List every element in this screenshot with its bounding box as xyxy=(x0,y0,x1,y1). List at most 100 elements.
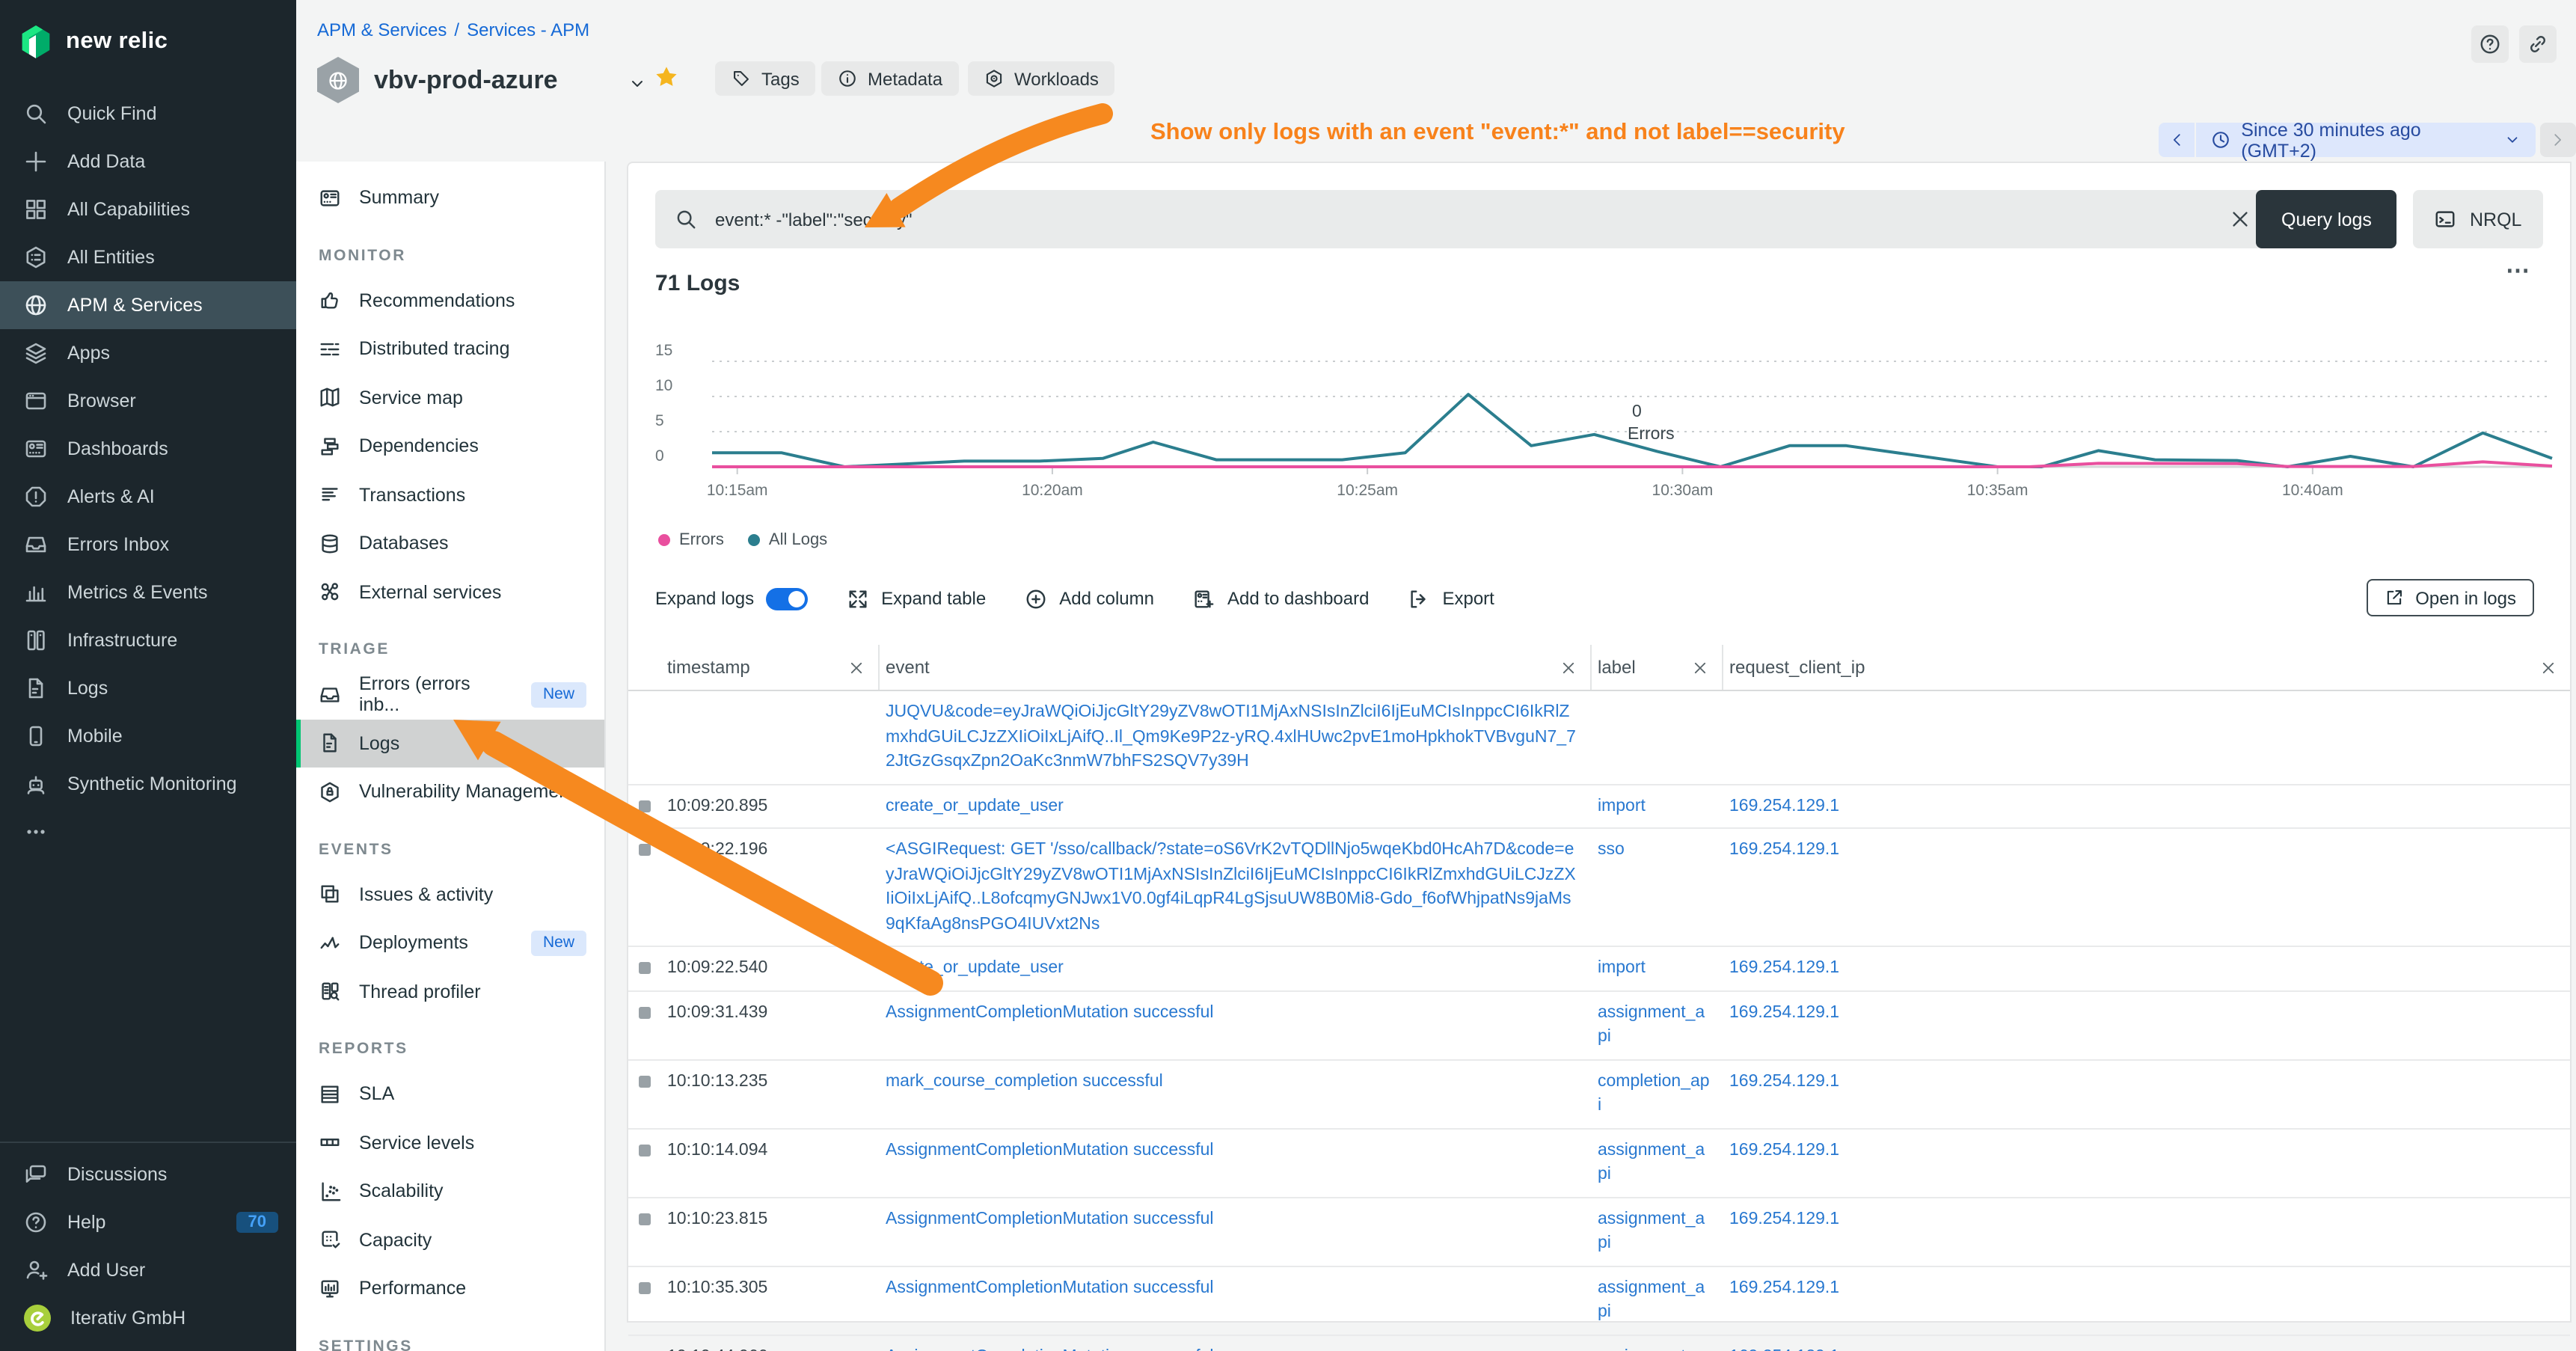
column-header-label[interactable]: label xyxy=(1592,645,1723,690)
panel-menu-button[interactable]: ⋯ xyxy=(2506,259,2531,284)
cell-label-link[interactable]: assignment_api xyxy=(1598,1278,1705,1321)
entity-chevron-down-icon[interactable] xyxy=(628,75,646,93)
table-row[interactable]: 10:09:22.540 create_or_update_user import 1… xyxy=(628,947,2570,991)
sidebar-footer-item-iterativ-gmbh[interactable]: Iterativ GmbH xyxy=(0,1294,296,1342)
breadcrumb-services-apm[interactable]: Services - APM xyxy=(467,19,590,40)
subnav-item-recommendations[interactable]: Recommendations xyxy=(296,276,604,325)
table-row[interactable]: 10:10:35.305 AssignmentCompletionMutation… xyxy=(628,1266,2570,1335)
cell-label-link[interactable]: import xyxy=(1598,959,1646,977)
subnav-item-external-services[interactable]: External services xyxy=(296,568,604,616)
cell-event-link[interactable]: AssignmentCompletionMutation successful xyxy=(886,1210,1214,1228)
sidebar-item-apps[interactable]: Apps xyxy=(0,329,296,377)
sidebar-footer-item-discussions[interactable]: Discussions xyxy=(0,1151,296,1198)
cell-label-link[interactable]: assignment_api xyxy=(1598,1141,1705,1183)
sidebar-item-logs[interactable]: Logs xyxy=(0,664,296,712)
cell-request-client-ip-link[interactable]: 169.254.129.1 xyxy=(1729,1210,1840,1228)
table-row[interactable]: 10:10:44.066AssignmentCompletionMutation… xyxy=(628,1335,2570,1351)
cell-request-client-ip-link[interactable]: 169.254.129.1 xyxy=(1729,841,1840,859)
cell-label-link[interactable]: assignment_api xyxy=(1592,1335,1723,1351)
cell-label-link[interactable]: assignment_api xyxy=(1598,1210,1705,1252)
cell-event-link[interactable]: mark_course_completion successful xyxy=(886,1072,1163,1090)
subnav-item-sla[interactable]: SLA xyxy=(296,1070,604,1118)
cell-request-client-ip-link[interactable]: 169.254.129.1 xyxy=(1729,1141,1840,1159)
time-prev-button[interactable] xyxy=(2159,123,2195,157)
legend-item-errors[interactable]: Errors xyxy=(658,531,724,549)
subnav-item-service-map[interactable]: Service map xyxy=(296,373,604,422)
breadcrumb-apm-services[interactable]: APM & Services xyxy=(317,19,447,40)
cell-event-link[interactable]: JUQVU&code=eyJraWQiOiJjcGltY29yZV8wOTI1M… xyxy=(886,703,1576,771)
nrql-button[interactable]: NRQL xyxy=(2413,190,2543,248)
cell-event-link[interactable]: <ASGIRequest: GET '/sso/callback/?state=… xyxy=(886,841,1576,933)
cell-request-client-ip-link[interactable]: 169.254.129.1 xyxy=(1729,1003,1840,1021)
subnav-item-deployments[interactable]: Deployments New xyxy=(296,919,604,967)
cell-request-client-ip-link[interactable]: 169.254.129.1 xyxy=(1729,1072,1840,1090)
cell-label-link[interactable]: import xyxy=(1598,797,1646,815)
sidebar-footer-item-add-user[interactable]: Add User xyxy=(0,1246,296,1294)
table-row[interactable]: 10:10:23.815 AssignmentCompletionMutation… xyxy=(628,1198,2570,1266)
copy-link-button[interactable] xyxy=(2519,25,2557,63)
table-row[interactable]: 10:09:20.895 create_or_update_user import 1… xyxy=(628,785,2570,829)
sidebar-item-errors-inbox[interactable]: Errors Inbox xyxy=(0,521,296,569)
cell-label-link[interactable]: sso xyxy=(1598,841,1625,859)
cell-event-link[interactable]: create_or_update_user xyxy=(886,797,1064,815)
cell-event-link[interactable]: AssignmentCompletionMutation successful xyxy=(886,1141,1214,1159)
subnav-item-scalability[interactable]: Scalability xyxy=(296,1167,604,1216)
sidebar-item-dashboards[interactable]: Dashboards xyxy=(0,425,296,473)
cell-event-link[interactable]: create_or_update_user xyxy=(886,959,1064,977)
sidebar-item-quick-find[interactable]: Quick Find xyxy=(0,90,296,138)
table-row[interactable]: 10:09:22.196 <ASGIRequest: GET '/sso/call… xyxy=(628,829,2570,947)
cell-label-link[interactable]: completion_api xyxy=(1598,1072,1710,1115)
subnav-item-summary[interactable]: Summary xyxy=(296,174,604,222)
cell-request-client-ip-link[interactable] xyxy=(1723,691,2570,709)
sidebar-item-all-capabilities[interactable]: All Capabilities xyxy=(0,186,296,233)
workloads-button[interactable]: Workloads xyxy=(968,61,1115,96)
cell-request-client-ip-link[interactable]: 169.254.129.1 xyxy=(1729,797,1840,815)
expand-logs-control[interactable]: Expand logs xyxy=(655,587,809,610)
sidebar-item-more[interactable] xyxy=(0,808,296,856)
add-to-dashboard-button[interactable]: Add to dashboard xyxy=(1193,587,1369,610)
newrelic-logo[interactable]: new relic xyxy=(0,0,296,69)
subnav-item-errors-errors-inb[interactable]: Errors (errors inb... New xyxy=(296,670,604,719)
open-in-logs-button[interactable]: Open in logs xyxy=(2366,579,2534,616)
subnav-item-transactions[interactable]: Transactions xyxy=(296,471,604,519)
column-header-event[interactable]: event xyxy=(880,645,1592,690)
cell-label-link[interactable] xyxy=(1592,691,1723,709)
sidebar-item-browser[interactable]: Browser xyxy=(0,377,296,425)
cell-request-client-ip-link[interactable]: 169.254.129.1 xyxy=(1729,959,1840,977)
sidebar-item-metrics-events[interactable]: Metrics & Events xyxy=(0,569,296,616)
cell-request-client-ip-link[interactable]: 169.254.129.1 xyxy=(1723,1335,2570,1351)
table-row[interactable]: JUQVU&code=eyJraWQiOiJjcGltY29yZV8wOTI1M… xyxy=(628,691,2570,785)
column-header-timestamp[interactable]: timestamp xyxy=(661,645,880,690)
export-button[interactable]: Export xyxy=(1408,587,1494,610)
metadata-button[interactable]: Metadata xyxy=(821,61,960,96)
subnav-item-performance[interactable]: Performance xyxy=(296,1264,604,1313)
sidebar-footer-item-help[interactable]: Help 70 xyxy=(0,1198,296,1246)
table-row[interactable]: 10:10:14.094 AssignmentCompletionMutation… xyxy=(628,1129,2570,1198)
expand-table-button[interactable]: Expand table xyxy=(847,587,986,610)
table-row[interactable]: 10:10:13.235 mark_course_completion succe… xyxy=(628,1060,2570,1129)
time-range-button[interactable]: Since 30 minutes ago (GMT+2) xyxy=(2196,119,2536,161)
remove-column-icon[interactable] xyxy=(848,659,865,676)
subnav-item-vulnerability-management[interactable]: Vulnerability Management xyxy=(296,768,604,816)
subnav-item-capacity[interactable]: Capacity xyxy=(296,1216,604,1264)
sidebar-item-mobile[interactable]: Mobile xyxy=(0,712,296,760)
cell-request-client-ip-link[interactable]: 169.254.129.1 xyxy=(1729,1278,1840,1296)
query-logs-button[interactable]: Query logs xyxy=(2256,190,2397,248)
tags-button[interactable]: Tags xyxy=(715,61,816,96)
subnav-item-dependencies[interactable]: Dependencies xyxy=(296,422,604,471)
remove-column-icon[interactable] xyxy=(1560,659,1577,676)
sidebar-item-infrastructure[interactable]: Infrastructure xyxy=(0,616,296,664)
subnav-item-logs[interactable]: Logs xyxy=(296,719,604,768)
cell-event-link[interactable]: AssignmentCompletionMutation successful xyxy=(886,1003,1214,1021)
subnav-item-service-levels[interactable]: Service levels xyxy=(296,1118,604,1167)
column-header-request-client-ip[interactable]: request_client_ip xyxy=(1723,645,2570,690)
time-next-button[interactable] xyxy=(2539,123,2576,157)
add-column-button[interactable]: Add column xyxy=(1025,587,1154,610)
cell-event-link[interactable]: AssignmentCompletionMutation successful xyxy=(880,1335,1592,1351)
cell-label-link[interactable]: assignment_api xyxy=(1598,1003,1705,1046)
sidebar-item-apm-services[interactable]: APM & Services xyxy=(0,281,296,329)
cell-event-link[interactable]: AssignmentCompletionMutation successful xyxy=(886,1278,1214,1296)
remove-column-icon[interactable] xyxy=(2540,659,2557,676)
legend-item-all-logs[interactable]: All Logs xyxy=(747,531,827,549)
expand-logs-toggle[interactable] xyxy=(766,587,809,610)
